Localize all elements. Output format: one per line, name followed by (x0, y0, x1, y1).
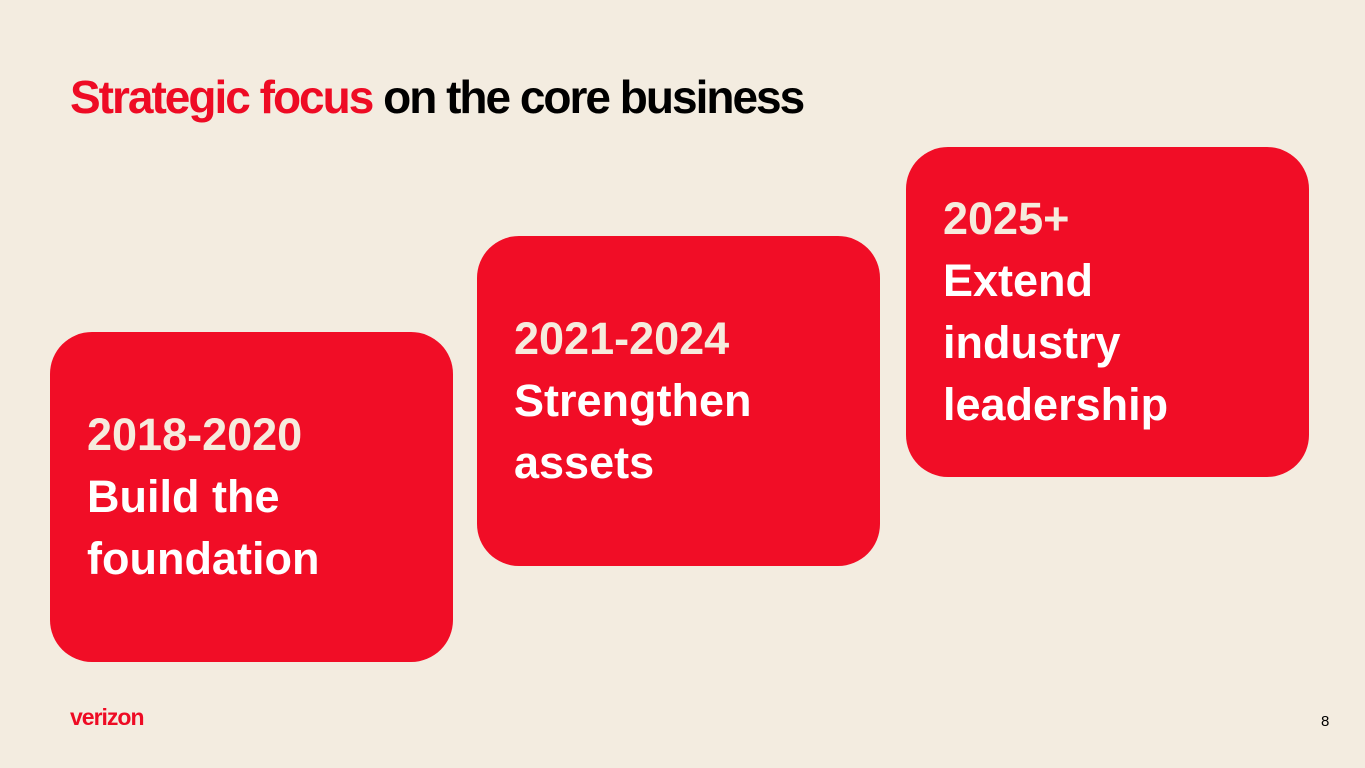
page-number: 8 (1321, 713, 1330, 730)
card-label-line: foundation (87, 533, 320, 584)
title-rest: on the core business (383, 71, 805, 123)
card-period: 2018-2020 (87, 409, 303, 460)
logo: verizon (70, 704, 145, 730)
card: 2018-2020 Build the foundation (50, 332, 453, 662)
card-label-line: industry (943, 317, 1121, 368)
card: 2021-2024 Strengthen assets (477, 236, 880, 566)
card-period: 2021-2024 (514, 313, 730, 364)
card-period: 2025+ (943, 193, 1070, 244)
card-label-line: Build the (87, 471, 280, 522)
title-highlight: Strategic focus (70, 71, 374, 123)
card-label-line: leadership (943, 379, 1169, 430)
card-label-line: assets (514, 437, 655, 488)
card-label-line: Strengthen (514, 375, 752, 426)
title: Strategic focus on the core business (70, 70, 805, 124)
card: 2025+ Extend industry leadership (906, 147, 1309, 477)
card-label-line: Extend (943, 255, 1094, 306)
